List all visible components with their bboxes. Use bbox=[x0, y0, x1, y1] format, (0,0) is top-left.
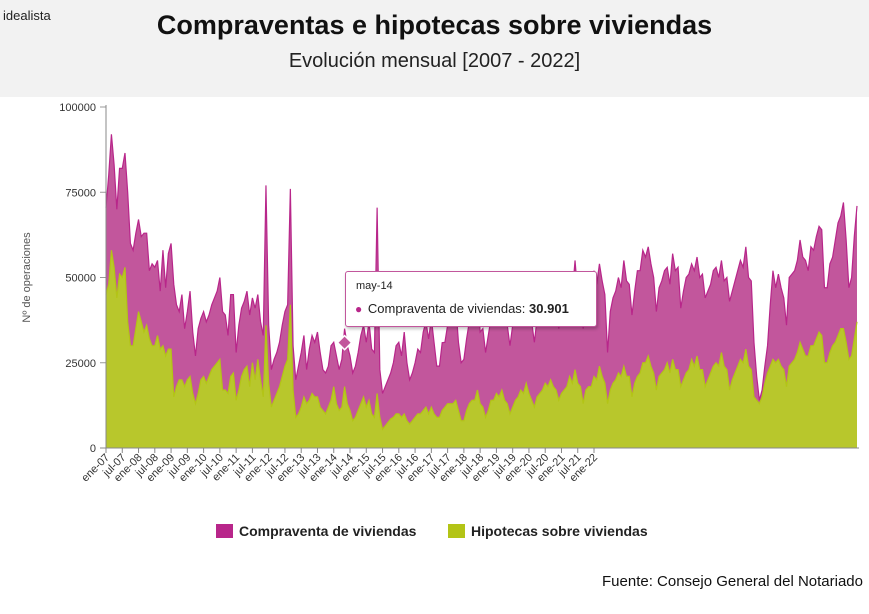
y-tick-label: 0 bbox=[90, 443, 96, 455]
chart-tooltip: may-14 ● Compraventa de viviendas: 30.90… bbox=[345, 271, 597, 327]
legend-item-compraventa[interactable]: Compraventa de viviendas bbox=[216, 523, 416, 539]
tooltip-value: 30.901 bbox=[529, 301, 569, 316]
chart-legend: Compraventa de viviendas Hipotecas sobre… bbox=[0, 523, 869, 543]
legend-label-hipotecas: Hipotecas sobre viviendas bbox=[471, 523, 648, 539]
legend-swatch-compraventa bbox=[216, 524, 233, 538]
legend-swatch-hipotecas bbox=[448, 524, 465, 538]
y-tick-label: 25000 bbox=[65, 358, 96, 370]
legend-item-hipotecas[interactable]: Hipotecas sobre viviendas bbox=[448, 523, 648, 539]
tooltip-month: may-14 bbox=[356, 280, 393, 292]
tooltip-series: Compraventa de viviendas: bbox=[367, 301, 526, 316]
chart-title: Compraventas e hipotecas sobre viviendas bbox=[156, 10, 713, 40]
tooltip-line: ● Compraventa de viviendas: 30.901 bbox=[355, 301, 569, 316]
y-tick-label: 50000 bbox=[65, 273, 96, 285]
tooltip-series-dot-icon: ● bbox=[355, 302, 363, 316]
y-tick-label: 100000 bbox=[59, 102, 96, 114]
area-hipotecas-line bbox=[105, 250, 858, 431]
y-axis-label: Nº de operaciones bbox=[21, 232, 33, 323]
legend-label-compraventa: Compraventa de viviendas bbox=[239, 523, 417, 539]
idealista-logo: idealista bbox=[3, 8, 51, 23]
y-tick-label: 75000 bbox=[65, 187, 96, 199]
chart-header: idealista Compraventas e hipotecas sobre… bbox=[0, 0, 869, 97]
data-source: Fuente: Consejo General del Notariado bbox=[602, 573, 863, 590]
hover-marker bbox=[336, 334, 353, 351]
area-compraventa-line bbox=[105, 134, 858, 401]
chart-subtitle: Evolución mensual [2007 - 2022] bbox=[288, 50, 581, 72]
